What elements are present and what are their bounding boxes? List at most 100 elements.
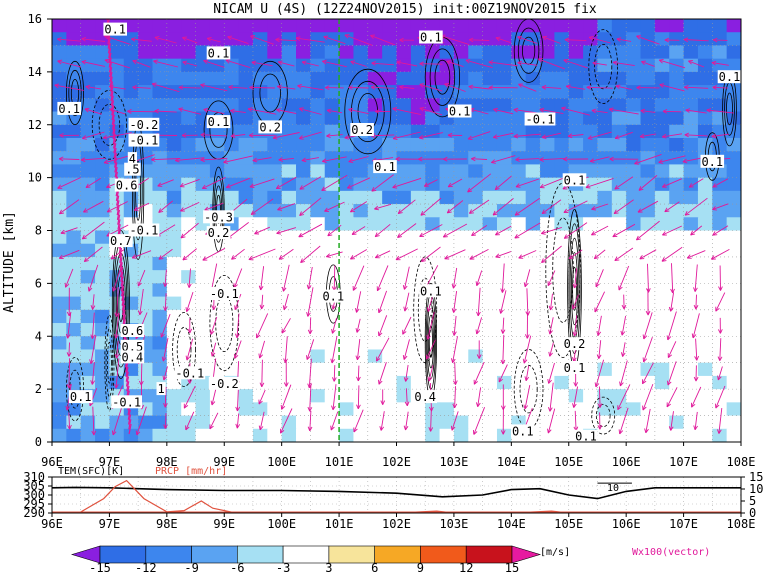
shading-cell bbox=[267, 204, 283, 218]
contour-line bbox=[259, 73, 281, 113]
wind-vector bbox=[108, 48, 112, 59]
wind-vector bbox=[670, 411, 674, 431]
wind-vector-head bbox=[517, 35, 523, 38]
shading-cell bbox=[66, 204, 82, 218]
wind-vector-head bbox=[275, 39, 280, 43]
wind-vector-head bbox=[612, 61, 618, 66]
wind-vector bbox=[68, 412, 71, 430]
wind-vector-head bbox=[502, 329, 506, 334]
wind-vector-head bbox=[517, 62, 522, 66]
contour-label-bg bbox=[109, 234, 133, 248]
colorbar-swatch bbox=[328, 545, 375, 564]
wind-vector bbox=[299, 176, 322, 190]
shading-cell bbox=[482, 32, 498, 47]
wind-vector-head bbox=[572, 403, 575, 408]
contour-line bbox=[513, 19, 544, 83]
shading-cell bbox=[640, 190, 656, 205]
wind-vector-head bbox=[178, 108, 183, 112]
wind-vector-head bbox=[685, 108, 691, 111]
wind-vector-head bbox=[695, 304, 699, 310]
shading-cell bbox=[52, 151, 67, 166]
wind-vector bbox=[236, 413, 240, 429]
shading-cell bbox=[597, 58, 613, 73]
wind-vector bbox=[685, 109, 707, 114]
shading-cell bbox=[353, 428, 369, 442]
wind-vector-head bbox=[515, 214, 520, 216]
wind-vector-head bbox=[379, 426, 382, 431]
wind-vector bbox=[115, 358, 120, 389]
shading-cell bbox=[683, 415, 699, 430]
shading-cell bbox=[697, 111, 713, 126]
wind-vector-head bbox=[638, 186, 642, 191]
shading-cell bbox=[654, 71, 670, 86]
shading-cell bbox=[166, 58, 182, 73]
shading-cell bbox=[410, 270, 426, 284]
shading-cell bbox=[626, 32, 642, 47]
wind-vector bbox=[405, 388, 408, 406]
shading-cell bbox=[425, 217, 441, 232]
shading-cell bbox=[726, 32, 741, 47]
wind-vector-head bbox=[324, 207, 328, 212]
shading-cell bbox=[66, 309, 82, 324]
wind-vector-head bbox=[115, 384, 119, 389]
wind-vector bbox=[659, 59, 686, 69]
wind-vector-head bbox=[140, 380, 144, 386]
shading-cell bbox=[181, 270, 197, 284]
shading-cell bbox=[554, 296, 570, 311]
wind-vector-head bbox=[547, 379, 550, 384]
shading-cell bbox=[238, 243, 254, 258]
shading-cell bbox=[683, 230, 699, 245]
shading-cell bbox=[583, 283, 599, 298]
wind-vector-head bbox=[57, 184, 61, 189]
wind-vector bbox=[277, 85, 296, 90]
wind-vector-head bbox=[211, 401, 216, 406]
wind-vector bbox=[662, 178, 683, 188]
shading-cell bbox=[626, 217, 642, 232]
wind-vector-head bbox=[82, 138, 87, 140]
shading-cell bbox=[382, 283, 398, 298]
sub-x-tick-label: 105E bbox=[554, 517, 583, 531]
wind-vector bbox=[542, 36, 561, 44]
shading-cell bbox=[611, 137, 627, 152]
shading-cell bbox=[166, 177, 182, 192]
wind-vector-head bbox=[231, 257, 236, 260]
wind-vector-head bbox=[500, 430, 504, 435]
wind-vector-head bbox=[443, 158, 448, 162]
wind-vector bbox=[690, 225, 703, 236]
shading-cell bbox=[181, 45, 197, 60]
wind-vector-head bbox=[645, 428, 649, 434]
wind-vector-head bbox=[518, 83, 522, 88]
shading-cell bbox=[554, 217, 570, 232]
wind-vector-head bbox=[542, 35, 548, 38]
contour-label-bg bbox=[68, 390, 93, 404]
wind-vector-head bbox=[344, 137, 350, 140]
wind-vector-head bbox=[66, 383, 70, 389]
shading-cell bbox=[597, 190, 613, 205]
shading-cell bbox=[525, 283, 541, 298]
contour-line bbox=[172, 312, 197, 387]
shading-cell bbox=[324, 243, 340, 258]
shading-cell bbox=[640, 124, 656, 139]
colorbar-tick-label: -3 bbox=[276, 561, 290, 575]
shading-cell bbox=[496, 58, 512, 73]
wind-vector bbox=[523, 335, 532, 364]
wind-vector bbox=[666, 387, 678, 408]
wind-vector bbox=[119, 252, 123, 263]
shading-cell bbox=[669, 111, 685, 126]
shading-cell bbox=[52, 323, 67, 337]
shading-cell bbox=[396, 98, 412, 113]
shading-cell bbox=[339, 137, 355, 152]
wind-vector-head bbox=[59, 209, 62, 215]
wind-vector bbox=[374, 203, 392, 210]
shading-cell bbox=[525, 243, 541, 258]
wind-vector-head bbox=[137, 282, 142, 287]
shading-cell bbox=[511, 323, 527, 337]
shading-cell bbox=[611, 336, 627, 351]
shading-cell bbox=[669, 98, 685, 113]
wind-vector-head bbox=[332, 329, 336, 334]
shading-cell bbox=[209, 151, 225, 166]
wind-vector-head bbox=[572, 331, 575, 337]
shading-cell bbox=[224, 71, 240, 86]
shading-cell bbox=[410, 217, 426, 232]
shading-cell bbox=[339, 336, 355, 351]
